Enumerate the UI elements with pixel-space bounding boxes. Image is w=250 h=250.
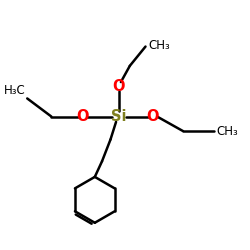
Text: CH₃: CH₃ bbox=[216, 124, 238, 138]
Text: Si: Si bbox=[111, 109, 127, 124]
Text: O: O bbox=[146, 109, 159, 124]
Text: O: O bbox=[113, 79, 125, 94]
Text: CH₃: CH₃ bbox=[148, 39, 170, 52]
Text: O: O bbox=[76, 109, 89, 124]
Text: H₃C: H₃C bbox=[4, 84, 26, 96]
